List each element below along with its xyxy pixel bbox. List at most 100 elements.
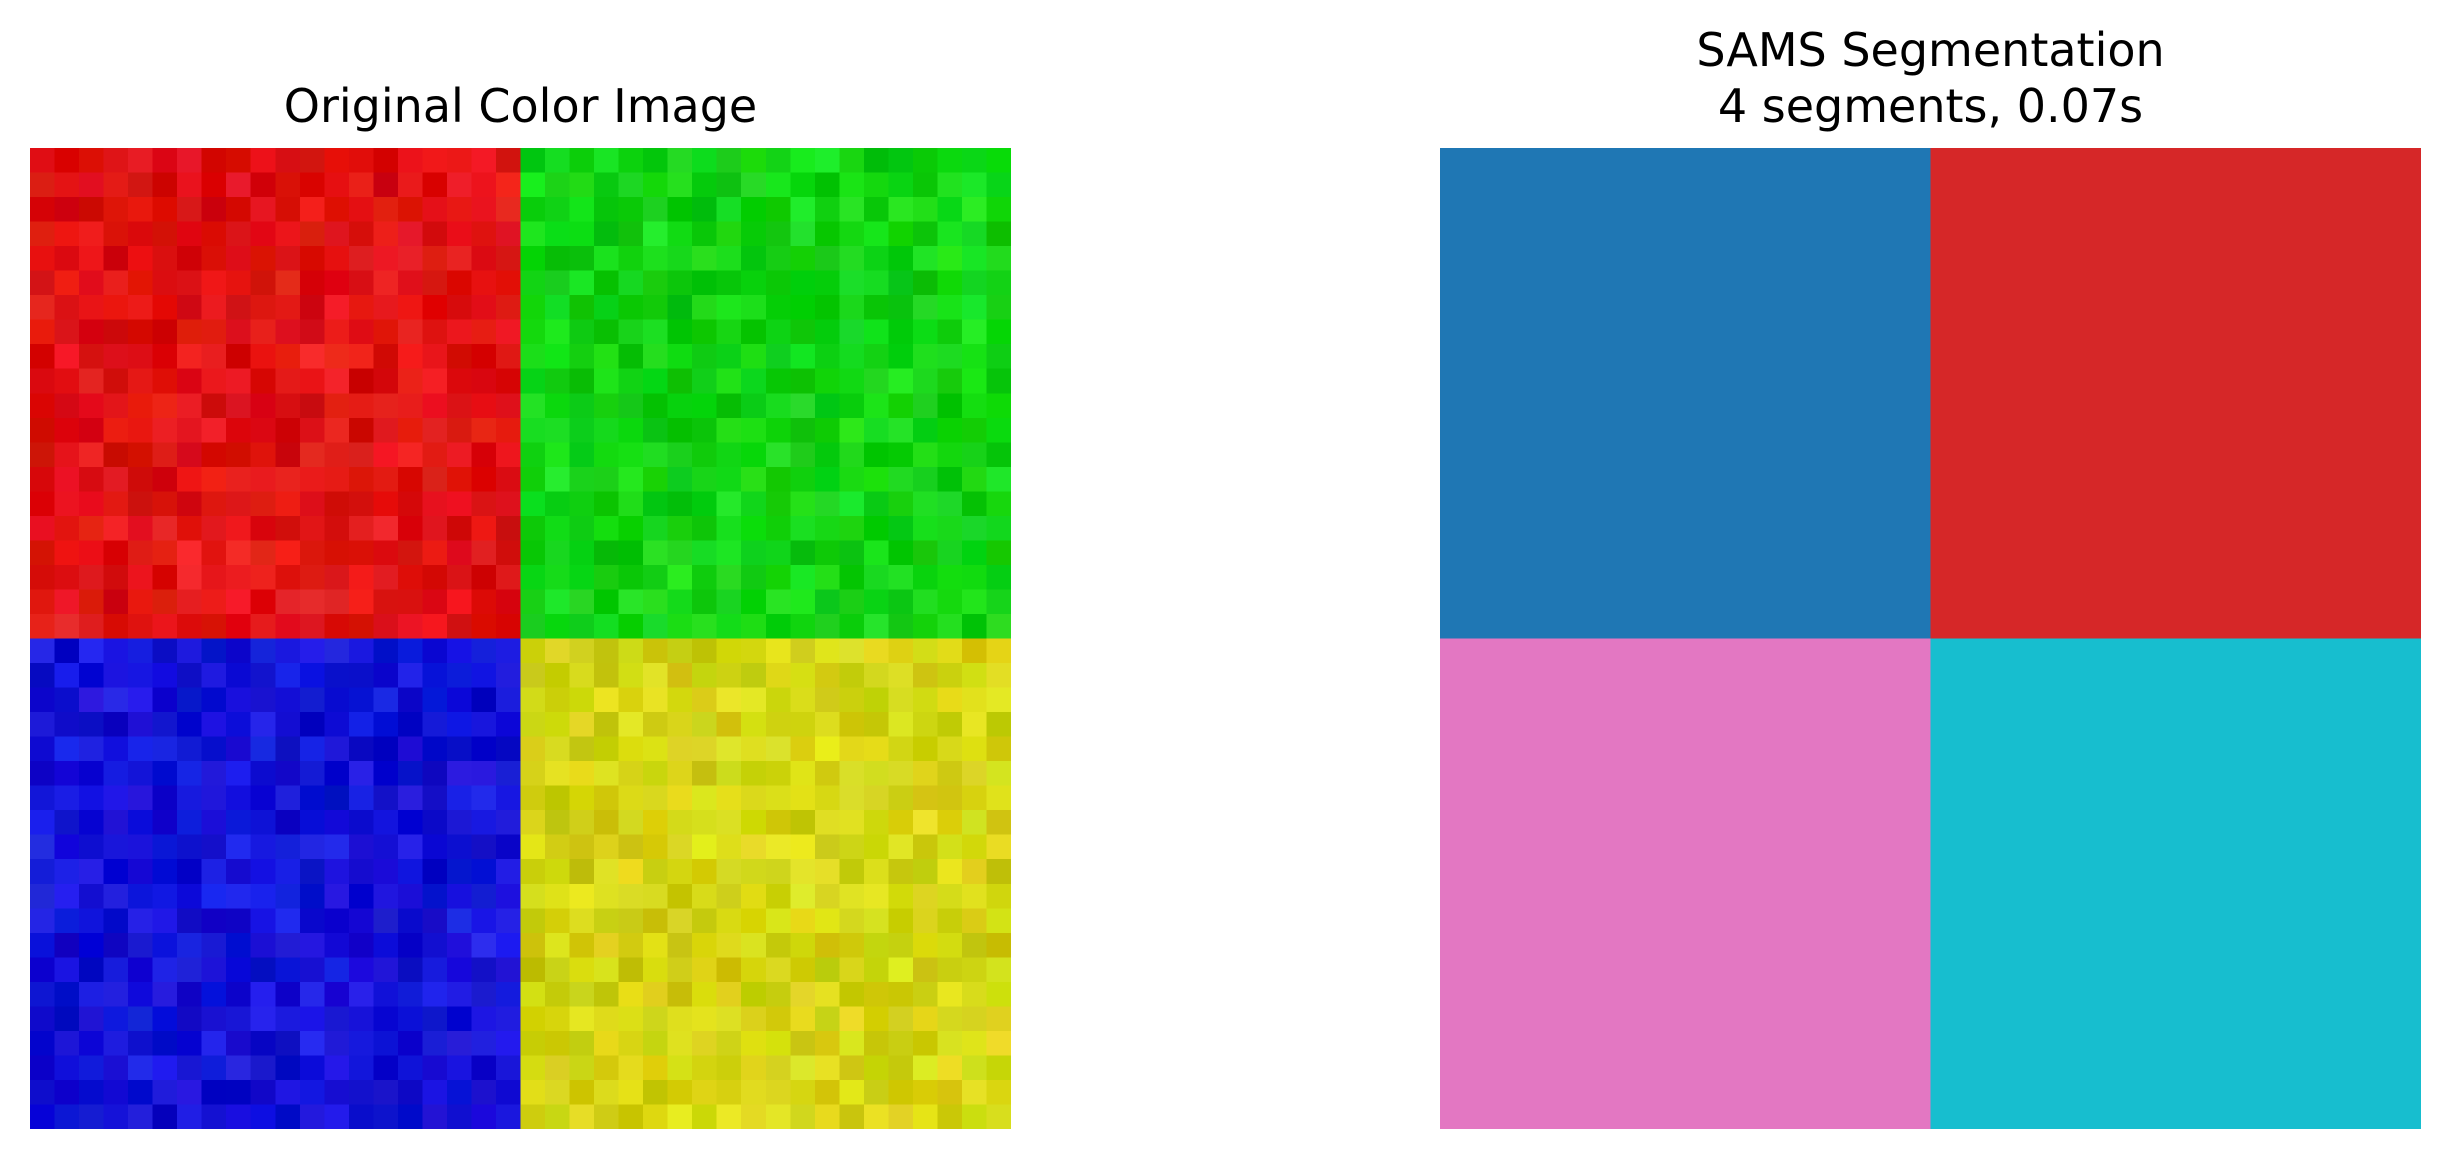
image-pixel-tr: [716, 589, 742, 615]
image-pixel-tl: [299, 148, 325, 174]
image-pixel-br: [545, 761, 571, 787]
image-pixel-bl: [79, 908, 105, 934]
image-pixel-tl: [103, 172, 129, 198]
image-pixel-bl: [495, 810, 522, 836]
image-pixel-bl: [201, 981, 227, 1007]
image-pixel-tr: [814, 466, 840, 492]
image-pixel-br: [545, 883, 571, 909]
image-pixel-tl: [397, 197, 423, 223]
image-pixel-tr: [765, 564, 791, 591]
image-pixel-bl: [373, 1104, 399, 1129]
image-pixel-tl: [201, 589, 227, 615]
image-pixel-tr: [545, 246, 571, 272]
image-pixel-tl: [152, 368, 178, 394]
image-pixel-tr: [667, 221, 693, 247]
image-pixel-tr: [814, 589, 840, 615]
image-pixel-bl: [54, 957, 80, 983]
image-pixel-tr: [716, 295, 742, 321]
image-pixel-bl: [103, 834, 129, 860]
image-pixel-br: [765, 1055, 791, 1081]
image-pixel-bl: [299, 957, 325, 983]
image-pixel-br: [520, 687, 546, 713]
image-pixel-tr: [814, 417, 840, 443]
image-pixel-tr: [790, 540, 816, 566]
image-pixel-br: [888, 785, 914, 811]
image-pixel-bl: [152, 810, 178, 836]
image-pixel-br: [716, 663, 742, 689]
image-pixel-tr: [790, 393, 816, 419]
image-pixel-br: [692, 638, 718, 664]
image-pixel-bl: [177, 687, 203, 713]
image-pixel-tl: [30, 295, 56, 321]
image-pixel-bl: [471, 785, 497, 811]
image-pixel-tr: [594, 368, 620, 394]
image-pixel-br: [520, 883, 546, 909]
image-pixel-tr: [814, 148, 840, 174]
image-pixel-tl: [373, 197, 399, 223]
image-pixel-tl: [79, 393, 105, 419]
image-pixel-tr: [520, 221, 546, 247]
image-pixel-br: [765, 785, 791, 811]
image-pixel-tr: [667, 368, 693, 394]
image-pixel-tl: [275, 515, 301, 541]
image-pixel-tl: [348, 172, 374, 198]
image-pixel-tr: [741, 393, 767, 419]
image-pixel-tr: [569, 368, 595, 394]
image-pixel-tr: [937, 491, 963, 517]
image-pixel-br: [986, 1006, 1011, 1032]
image-pixel-bl: [373, 663, 399, 689]
image-pixel-br: [839, 785, 865, 811]
image-pixel-bl: [128, 1030, 154, 1057]
image-pixel-bl: [177, 712, 203, 738]
image-pixel-tl: [471, 613, 497, 640]
image-pixel-bl: [54, 663, 80, 689]
image-pixel-br: [520, 932, 546, 958]
image-pixel-tr: [863, 491, 889, 517]
image-pixel-bl: [250, 1030, 276, 1057]
image-pixel-tr: [741, 319, 767, 345]
image-pixel-bl: [275, 908, 301, 934]
image-pixel-tr: [741, 270, 767, 296]
image-pixel-tr: [643, 393, 669, 419]
image-pixel-tl: [79, 246, 105, 272]
image-pixel-tr: [937, 295, 963, 321]
image-pixel-tr: [961, 270, 988, 296]
image-pixel-br: [863, 761, 889, 787]
image-pixel-bl: [152, 663, 178, 689]
image-pixel-tr: [692, 466, 718, 492]
image-pixel-tl: [30, 246, 56, 272]
image-pixel-tr: [667, 417, 693, 443]
image-pixel-bl: [348, 663, 374, 689]
image-pixel-tr: [594, 613, 620, 640]
image-pixel-bl: [373, 981, 399, 1007]
image-pixel-br: [716, 981, 742, 1007]
image-pixel-br: [643, 712, 669, 738]
image-pixel-tl: [348, 589, 374, 615]
image-pixel-tl: [373, 344, 399, 370]
image-pixel-tl: [299, 540, 325, 566]
image-pixel-tl: [495, 613, 522, 640]
image-pixel-bl: [54, 1030, 80, 1057]
image-pixel-tr: [716, 270, 742, 296]
image-pixel-br: [643, 957, 669, 983]
image-pixel-bl: [324, 638, 350, 664]
image-pixel-tr: [765, 319, 791, 345]
image-pixel-bl: [397, 687, 423, 713]
image-pixel-br: [961, 736, 988, 762]
image-pixel-tl: [128, 148, 154, 174]
image-pixel-br: [643, 834, 669, 860]
image-pixel-tl: [79, 344, 105, 370]
image-pixel-bl: [299, 712, 325, 738]
image-pixel-tl: [79, 295, 105, 321]
image-pixel-tr: [814, 344, 840, 370]
image-pixel-br: [937, 1006, 963, 1032]
image-pixel-tl: [103, 344, 129, 370]
image-pixel-tl: [324, 589, 350, 615]
image-pixel-tl: [397, 466, 423, 492]
image-pixel-bl: [128, 761, 154, 787]
image-pixel-tl: [373, 319, 399, 345]
image-pixel-bl: [177, 761, 203, 787]
image-pixel-tr: [716, 393, 742, 419]
image-pixel-bl: [299, 785, 325, 811]
image-pixel-br: [863, 1055, 889, 1081]
